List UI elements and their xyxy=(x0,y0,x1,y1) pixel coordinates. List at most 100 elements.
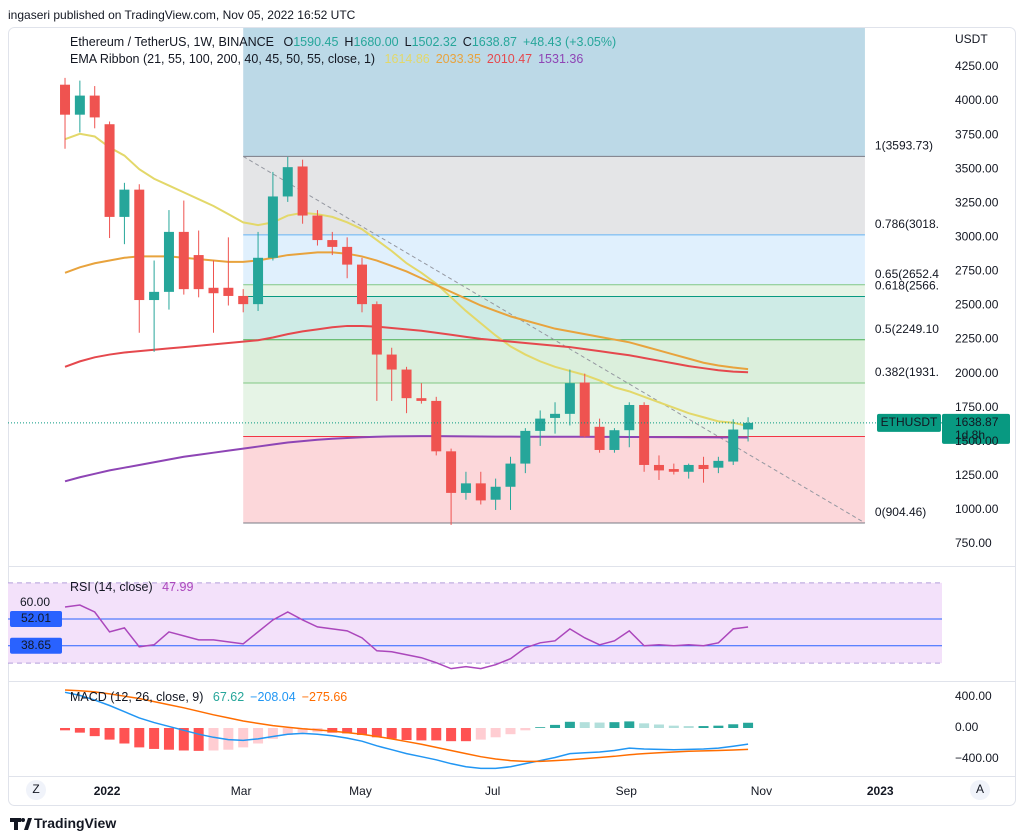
ema-value: 1614.86 xyxy=(384,52,430,66)
histogram-bar xyxy=(743,722,754,728)
histogram-bar xyxy=(60,727,71,731)
y-tick-label: 4000.00 xyxy=(955,93,999,107)
rsi-pane xyxy=(8,582,942,670)
histogram-bar xyxy=(713,725,724,728)
y-tick-label: 2250.00 xyxy=(955,332,999,346)
fib-band xyxy=(243,296,865,340)
histogram-bar xyxy=(401,727,412,741)
ohlc-key: H xyxy=(344,35,354,49)
ohlc-key: O xyxy=(283,35,294,49)
candle-body xyxy=(297,166,308,216)
fib-level-label: 0.382(1931. xyxy=(875,365,939,379)
ohlc-key: L xyxy=(404,35,412,49)
fib-band xyxy=(243,156,865,235)
candle-body xyxy=(653,464,664,471)
candle-body xyxy=(594,426,605,450)
ema-title: EMA Ribbon (21, 55, 100, 200, 40, 45, 50… xyxy=(70,52,376,66)
macd-line xyxy=(64,691,749,770)
fib-band xyxy=(243,339,865,383)
histogram-bar xyxy=(579,722,590,728)
x-tick-label: May xyxy=(349,784,372,798)
macd-value: −275.66 xyxy=(301,690,348,704)
histogram-bar xyxy=(267,727,278,739)
histogram-bar xyxy=(475,727,486,740)
histogram-bar xyxy=(594,722,605,728)
candle-body xyxy=(683,464,694,472)
rsi-line xyxy=(64,604,749,670)
macd-line xyxy=(64,689,749,763)
histogram-bar xyxy=(163,727,174,750)
candle-body xyxy=(431,400,442,452)
histogram-bar xyxy=(668,725,679,728)
brand-logo xyxy=(10,818,32,830)
ohlc-value: 1638.87 xyxy=(471,35,517,49)
x-tick-label: Sep xyxy=(616,784,638,798)
histogram-bar xyxy=(193,727,204,751)
candle-body xyxy=(104,124,115,217)
histogram-bar xyxy=(431,727,442,741)
fib-level-label: 0.65(2652.4 xyxy=(875,267,939,281)
auto-scale-button-label[interactable]: A xyxy=(976,782,984,796)
candle-body xyxy=(698,464,709,470)
histogram-bar xyxy=(653,724,664,728)
histogram-bar xyxy=(282,727,293,735)
candle-body xyxy=(475,483,486,501)
histogram-value: 67.62 xyxy=(212,690,245,704)
histogram-bar xyxy=(371,727,382,738)
candle-body xyxy=(327,240,338,247)
candle-body xyxy=(639,404,650,465)
ohlc-value: 1680.00 xyxy=(353,35,399,49)
x-tick-label: Mar xyxy=(231,784,252,798)
candle-body xyxy=(342,246,353,265)
rsi-title: RSI (14, close) xyxy=(70,580,153,594)
histogram-bar xyxy=(460,727,471,742)
candle-body xyxy=(564,383,575,414)
symbol-tag xyxy=(877,413,941,432)
histogram-bar xyxy=(550,724,561,728)
y-tick-label: 1000.00 xyxy=(955,502,999,516)
x-tick-label: Nov xyxy=(751,784,772,798)
y-tick-label: 1500.00 xyxy=(955,434,999,448)
histogram-bar xyxy=(624,721,635,728)
candle-body xyxy=(371,304,382,355)
zoom-button-label[interactable]: Z xyxy=(32,782,39,796)
y-tick-label: 3250.00 xyxy=(955,195,999,209)
fib-level-label: 0.618(2566. xyxy=(875,279,939,293)
candle-body xyxy=(668,469,679,472)
histogram-bar xyxy=(416,727,427,741)
y-tick-label: 4250.00 xyxy=(955,59,999,73)
histogram-bar xyxy=(134,727,145,748)
horizontal-line-tag xyxy=(10,610,62,627)
fib-band xyxy=(243,382,865,437)
histogram-bar xyxy=(208,727,219,751)
y-tick-label: 1750.00 xyxy=(955,400,999,414)
brand-name: TradingView xyxy=(34,815,117,831)
y-tick-label: 2750.00 xyxy=(955,264,999,278)
y-tick-label: 3500.00 xyxy=(955,161,999,175)
fib-level-label: 0.5(2249.10 xyxy=(875,322,939,336)
histogram-bar xyxy=(683,726,694,728)
rsi-band xyxy=(8,582,942,664)
histogram-bar xyxy=(223,727,234,750)
histogram-bar xyxy=(356,727,367,735)
candle-body xyxy=(728,429,739,462)
fib-trend-line xyxy=(242,155,866,524)
candle-body xyxy=(356,264,367,305)
publish-info: ingaseri published on TradingView.com, N… xyxy=(8,8,356,22)
fib-level-label: 0.786(3018. xyxy=(875,217,939,231)
auto-scale-button[interactable] xyxy=(970,780,990,800)
macd-pane xyxy=(60,689,754,770)
histogram-bar xyxy=(253,727,264,744)
candle-body xyxy=(386,354,397,370)
histogram-bar xyxy=(728,724,739,728)
zoom-button[interactable] xyxy=(26,780,46,800)
histogram-bar xyxy=(104,727,115,740)
ema-value: 2010.47 xyxy=(486,52,533,66)
symbol-tag-label: ETHUSDT xyxy=(881,415,938,429)
macd-legend: MACD (12, 26, close, 9) 67.62 −208.04 −275… xyxy=(70,690,353,704)
histogram-bar xyxy=(238,727,249,748)
symbol-title: Ethereum / TetherUS, 1W, BINANCE xyxy=(70,35,275,49)
histogram-bar xyxy=(327,727,338,733)
candle-body xyxy=(446,451,457,493)
